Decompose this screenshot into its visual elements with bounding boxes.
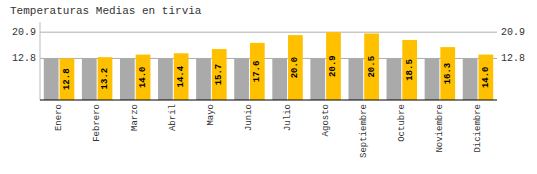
category-label: Diciembre: [473, 104, 483, 153]
bar: [348, 58, 363, 100]
x-axis-line: [40, 100, 497, 101]
category-label: Febrero: [92, 104, 102, 142]
bar: [463, 58, 478, 100]
grid-line: [40, 32, 497, 33]
category-label: Septiembre: [359, 104, 369, 158]
category-label: Octubre: [397, 104, 407, 142]
bar: [326, 32, 341, 100]
data-label: 20.0: [290, 57, 300, 79]
category-label: Enero: [54, 104, 64, 131]
bar: [387, 58, 402, 100]
category-label: Junio: [244, 104, 254, 131]
bar: [174, 53, 189, 100]
data-label: 17.6: [252, 61, 262, 83]
category-label: Noviembre: [435, 104, 445, 153]
bar: [288, 35, 303, 100]
bar: [82, 58, 97, 100]
bar: [310, 58, 325, 100]
tick-label: 12.8: [12, 53, 36, 64]
data-label: 20.5: [367, 56, 377, 78]
bar: [250, 43, 265, 100]
bar: [234, 58, 249, 100]
data-label: 14.0: [481, 66, 491, 88]
bar: [136, 55, 151, 100]
data-label: 13.2: [100, 68, 110, 90]
bar: [60, 58, 75, 100]
category-label: Julio: [283, 104, 293, 131]
y-axis-line: [40, 22, 41, 100]
tick-label: 20.9: [501, 27, 525, 38]
data-label: 16.3: [443, 63, 453, 85]
bar: [44, 58, 59, 100]
title: Temperaturas Medias en tirvia: [10, 5, 202, 17]
data-label: 14.4: [176, 65, 186, 87]
bar: [98, 57, 113, 100]
data-label: 12.8: [62, 68, 72, 90]
bar: [120, 58, 135, 100]
category-label: Agosto: [321, 104, 331, 136]
category-label: Abril: [168, 104, 178, 131]
bar: [478, 55, 493, 100]
data-label: 15.7: [214, 64, 224, 86]
bar: [402, 40, 417, 100]
bars: [44, 32, 493, 100]
bar: [212, 49, 227, 100]
data-label: 20.9: [328, 55, 338, 77]
tick-label: 12.8: [501, 53, 525, 64]
bar: [364, 33, 379, 100]
chart: Temperaturas Medias en tirvia20.920.912.…: [0, 0, 537, 174]
category-label: Marzo: [130, 104, 140, 131]
category-label: Mayo: [206, 104, 216, 126]
data-label: 14.0: [138, 66, 148, 88]
bar: [272, 58, 287, 100]
bar: [425, 58, 440, 100]
data-labels: 12.8 13.2 14.0 14.4 15.7 17.6 20.0 20.9 20.5 18.5…: [62, 55, 491, 90]
bar: [440, 47, 455, 100]
data-label: 18.5: [405, 59, 415, 81]
tick-label: 20.9: [12, 27, 36, 38]
bar: [158, 58, 173, 100]
bar: [196, 58, 211, 100]
